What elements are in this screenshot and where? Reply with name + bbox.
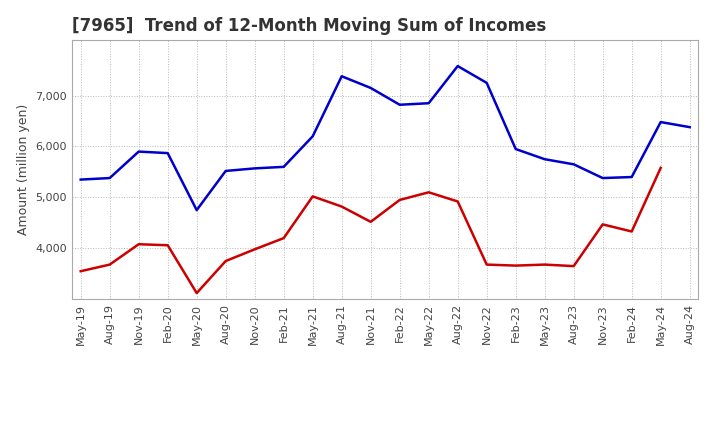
Ordinary Income <box>76 177 85 182</box>
Ordinary Income <box>192 208 201 213</box>
Net Income <box>598 222 607 227</box>
Net Income <box>279 235 288 241</box>
Text: [7965]  Trend of 12-Month Moving Sum of Incomes: [7965] Trend of 12-Month Moving Sum of I… <box>72 17 546 35</box>
Ordinary Income <box>279 164 288 169</box>
Ordinary Income <box>657 119 665 125</box>
Ordinary Income <box>541 157 549 162</box>
Ordinary Income <box>105 176 114 181</box>
Line: Net Income: Net Income <box>81 168 661 293</box>
Net Income <box>454 199 462 204</box>
Net Income <box>657 165 665 171</box>
Net Income <box>251 247 259 252</box>
Ordinary Income <box>395 102 404 107</box>
Net Income <box>163 242 172 248</box>
Net Income <box>338 204 346 209</box>
Net Income <box>511 263 520 268</box>
Ordinary Income <box>221 168 230 173</box>
Line: Ordinary Income: Ordinary Income <box>81 66 690 210</box>
Net Income <box>308 194 317 199</box>
Ordinary Income <box>308 134 317 139</box>
Net Income <box>366 219 375 224</box>
Ordinary Income <box>366 85 375 91</box>
Ordinary Income <box>511 147 520 152</box>
Net Income <box>424 190 433 195</box>
Ordinary Income <box>163 150 172 156</box>
Net Income <box>541 262 549 267</box>
Ordinary Income <box>570 161 578 167</box>
Net Income <box>395 197 404 202</box>
Ordinary Income <box>338 73 346 79</box>
Ordinary Income <box>685 125 694 130</box>
Net Income <box>570 264 578 269</box>
Net Income <box>76 268 85 274</box>
Y-axis label: Amount (million yen): Amount (million yen) <box>17 104 30 235</box>
Net Income <box>221 258 230 264</box>
Ordinary Income <box>627 174 636 180</box>
Ordinary Income <box>135 149 143 154</box>
Ordinary Income <box>251 166 259 171</box>
Ordinary Income <box>482 80 491 85</box>
Net Income <box>135 242 143 247</box>
Ordinary Income <box>454 63 462 69</box>
Net Income <box>192 290 201 296</box>
Net Income <box>627 229 636 234</box>
Ordinary Income <box>598 176 607 181</box>
Net Income <box>482 262 491 267</box>
Ordinary Income <box>424 101 433 106</box>
Net Income <box>105 262 114 267</box>
